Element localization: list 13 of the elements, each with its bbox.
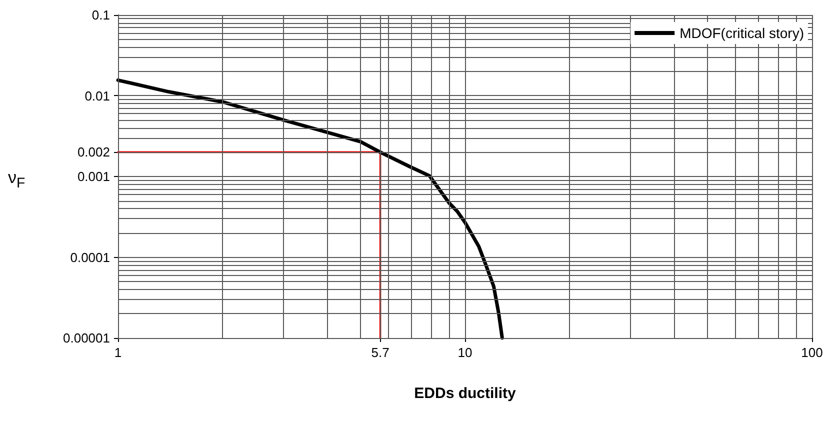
y-axis-title: ν$_{F}$ — [8, 168, 26, 192]
x-tick-label: 10 — [458, 345, 472, 360]
y-tick-label: 0.1 — [92, 8, 110, 22]
x-tick-label: 1 — [114, 345, 122, 360]
y-tick-label: 0.001 — [77, 169, 110, 184]
y-tick-label: 0.01 — [84, 88, 110, 104]
x-tick-label: 100 — [801, 345, 823, 360]
y-tick-label: 0.0001 — [70, 250, 110, 265]
y-tick-label: 0.00001 — [63, 330, 110, 346]
legend-label: MDOF(critical story) — [680, 25, 804, 41]
x-tick-label: 5.7 — [371, 345, 390, 360]
y-tick-label: 0.002 — [77, 144, 110, 160]
x-axis-title: EDDs ductility — [414, 385, 516, 402]
